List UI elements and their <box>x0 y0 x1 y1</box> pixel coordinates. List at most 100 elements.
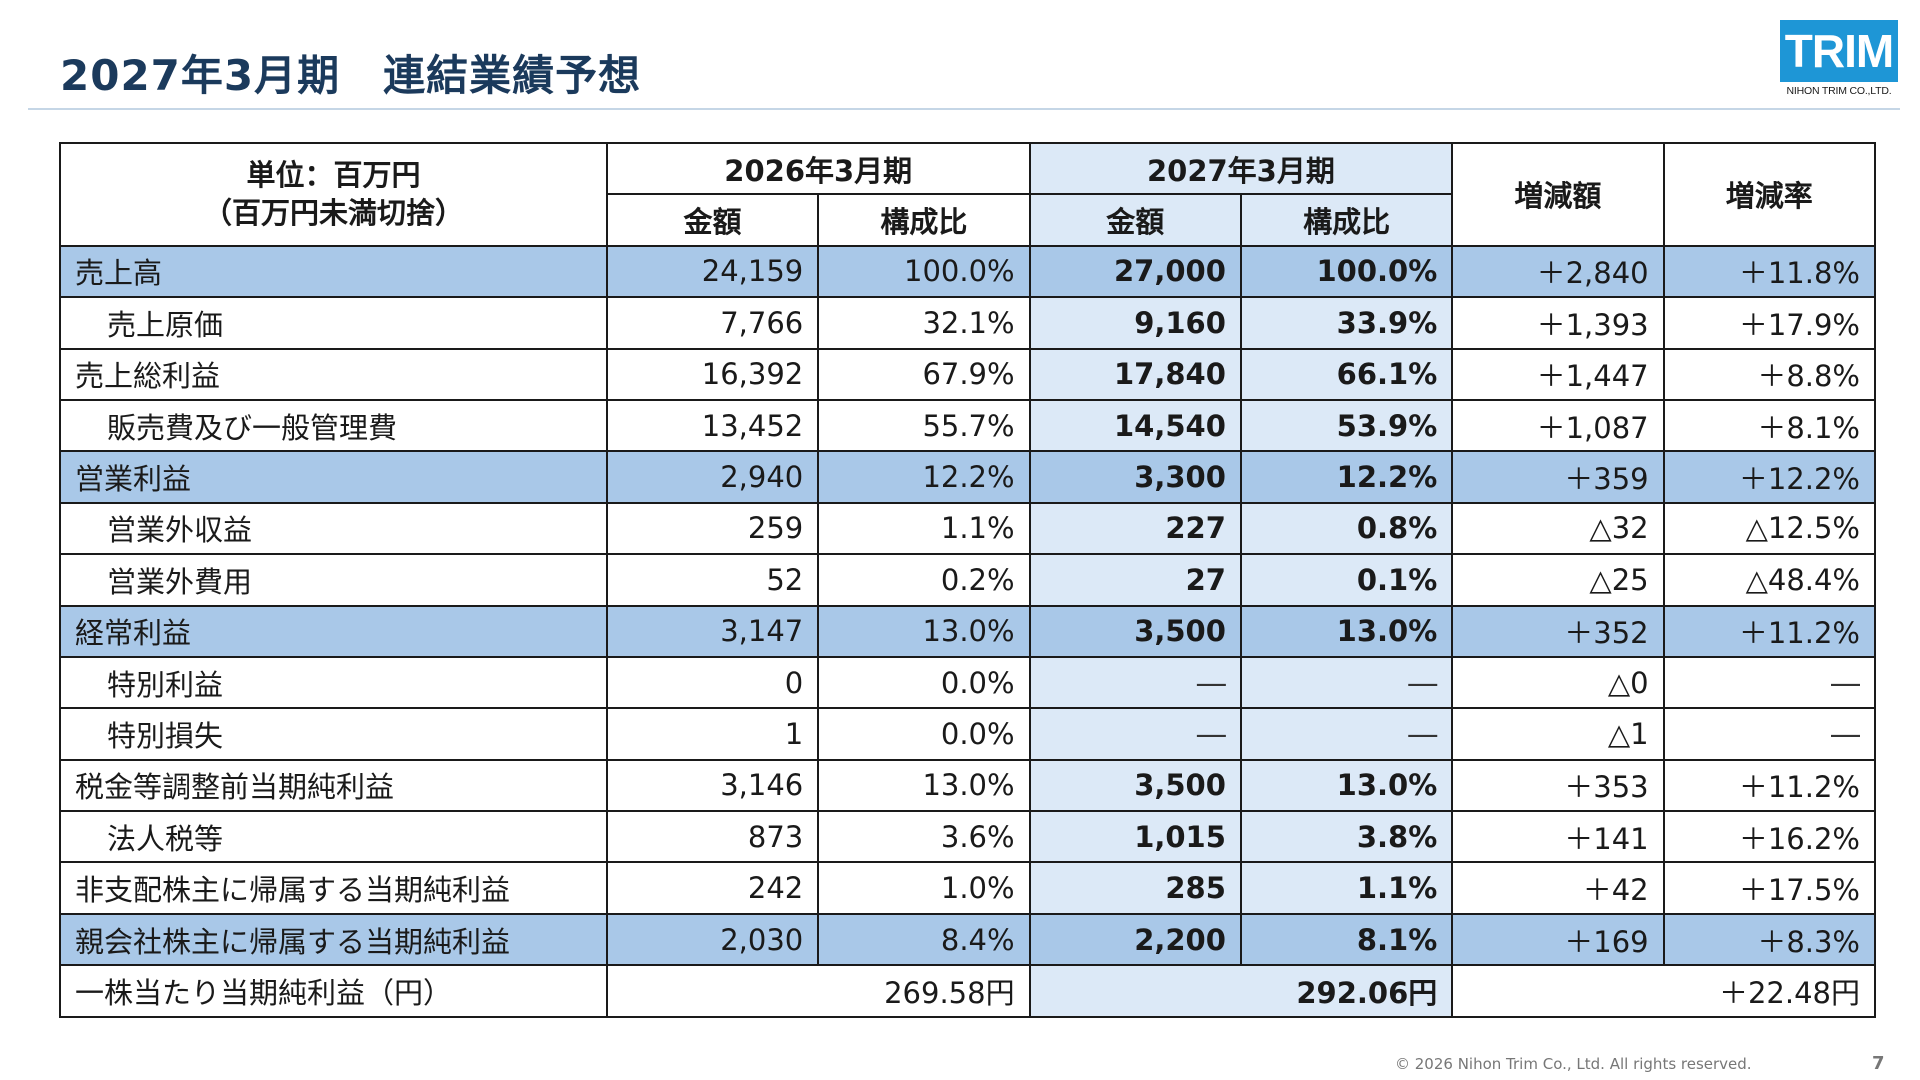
table-row: 親会社株主に帰属する当期純利益 2,030 8.4% 2,200 8.1% ＋1… <box>59 912 1877 967</box>
ratio-2026: 1.1% <box>817 501 1031 556</box>
amount-2027: 3,500 <box>1028 758 1242 813</box>
change-amount: ＋1,447 <box>1451 347 1665 401</box>
table-row: 経常利益 3,147 13.0% 3,500 13.0% ＋352 ＋11.2% <box>59 604 1877 658</box>
table-row: 売上高 24,159 100.0% 27,000 100.0% ＋2,840 ＋… <box>59 244 1877 299</box>
ratio-2026: 32.1% <box>817 296 1031 350</box>
amount-2026: 259 <box>605 501 820 556</box>
change-amount-header: 増減額 <box>1451 142 1665 247</box>
amount-2027: 14,540 <box>1028 398 1242 453</box>
logo-subtitle: NIHON TRIM CO.,LTD. <box>1786 85 1892 97</box>
change-amount: ＋42 <box>1451 861 1665 915</box>
table-row: 特別損失 1 0.0% ― ― △1 ― <box>59 707 1877 761</box>
ratio-2026: 12.2% <box>817 450 1031 504</box>
amount-2027: 1,015 <box>1028 810 1242 864</box>
change-rate: ― <box>1662 707 1877 761</box>
row-label: 特別利益 <box>59 655 608 710</box>
change-rate: ＋11.2% <box>1662 758 1877 813</box>
change-amount: ＋2,840 <box>1451 244 1665 299</box>
ratio-2027: ― <box>1239 655 1454 710</box>
table-row: 売上総利益 16,392 67.9% 17,840 66.1% ＋1,447 ＋… <box>59 347 1877 401</box>
company-logo: TRIM NIHON TRIM CO.,LTD. <box>1780 20 1898 100</box>
eps-2027: 292.06円 <box>1028 964 1454 1018</box>
change-amount: ＋169 <box>1451 912 1665 967</box>
ratio-2027: 66.1% <box>1239 347 1454 401</box>
change-amount: ＋353 <box>1451 758 1665 813</box>
ratio-2026: 0.2% <box>817 553 1031 607</box>
ratio-2026: 8.4% <box>817 912 1031 967</box>
amount-2026: 3,146 <box>605 758 820 813</box>
table-row: 非支配株主に帰属する当期純利益 242 1.0% 285 1.1% ＋42 ＋1… <box>59 861 1877 915</box>
amount-2027: ― <box>1028 655 1242 710</box>
amount-2027: 17,840 <box>1028 347 1242 401</box>
copyright-text: © 2026 Nihon Trim Co., Ltd. All rights r… <box>1395 1055 1752 1073</box>
ratio-2027: 53.9% <box>1239 398 1454 453</box>
change-amount: △0 <box>1451 655 1665 710</box>
table-row: 販売費及び一般管理費 13,452 55.7% 14,540 53.9% ＋1,… <box>59 398 1877 453</box>
amount-2027: 27,000 <box>1028 244 1242 299</box>
row-label: 営業利益 <box>59 450 608 504</box>
ratio-2026: 100.0% <box>817 244 1031 299</box>
change-rate: ＋8.1% <box>1662 398 1877 453</box>
amount-2026: 7,766 <box>605 296 820 350</box>
ratio-2026: 3.6% <box>817 810 1031 864</box>
row-label: 税金等調整前当期純利益 <box>59 758 608 813</box>
table-row: 営業外費用 52 0.2% 27 0.1% △25 △48.4% <box>59 553 1877 607</box>
page-number: 7 <box>1872 1053 1885 1074</box>
unit-line2: （百万円未満切捨） <box>202 196 464 231</box>
table-row: 売上原価 7,766 32.1% 9,160 33.9% ＋1,393 ＋17.… <box>59 296 1877 350</box>
unit-line1: 単位：百万円 <box>246 158 421 193</box>
amount-2026: 873 <box>605 810 820 864</box>
change-amount: ＋1,087 <box>1451 398 1665 453</box>
ratio-2027: 0.1% <box>1239 553 1454 607</box>
amount-2026: 242 <box>605 861 820 915</box>
row-label: 親会社株主に帰属する当期純利益 <box>59 912 608 967</box>
amount-2026: 2,940 <box>605 450 820 504</box>
amount-2026: 16,392 <box>605 347 820 401</box>
amount-2027: 285 <box>1028 861 1242 915</box>
ratio-2027: 13.0% <box>1239 758 1454 813</box>
ratio-2027: 0.8% <box>1239 501 1454 556</box>
amount-2027-header: 金額 <box>1028 193 1242 247</box>
page-title: 2027年3月期 連結業績予想 <box>60 51 642 100</box>
amount-2027: ― <box>1028 707 1242 761</box>
ratio-2026-header: 構成比 <box>817 193 1031 247</box>
change-rate: ＋11.8% <box>1662 244 1877 299</box>
logo-text: TRIM <box>1784 25 1894 77</box>
table-row: 法人税等 873 3.6% 1,015 3.8% ＋141 ＋16.2% <box>59 810 1877 864</box>
amount-2026-header: 金額 <box>605 193 820 247</box>
ratio-2026: 13.0% <box>817 604 1031 658</box>
change-rate: ― <box>1662 655 1877 710</box>
row-label: 営業外収益 <box>59 501 608 556</box>
amount-2027: 3,500 <box>1028 604 1242 658</box>
ratio-2027: ― <box>1239 707 1454 761</box>
amount-2027: 27 <box>1028 553 1242 607</box>
change-amount: ＋141 <box>1451 810 1665 864</box>
logo-box: TRIM <box>1780 20 1898 82</box>
amount-2026: 0 <box>605 655 820 710</box>
change-rate: ＋17.9% <box>1662 296 1877 350</box>
ratio-2027: 100.0% <box>1239 244 1454 299</box>
change-rate: ＋12.2% <box>1662 450 1877 504</box>
change-amount: △25 <box>1451 553 1665 607</box>
change-rate-header: 増減率 <box>1662 142 1877 247</box>
ratio-2027: 3.8% <box>1239 810 1454 864</box>
amount-2027: 3,300 <box>1028 450 1242 504</box>
change-rate: ＋8.3% <box>1662 912 1877 967</box>
amount-2027: 227 <box>1028 501 1242 556</box>
change-rate: ＋11.2% <box>1662 604 1877 658</box>
row-label: 売上高 <box>59 244 608 299</box>
forecast-table: 単位：百万円 （百万円未満切捨） 2026年3月期 2027年3月期 増減額 増… <box>59 141 1877 1018</box>
ratio-2027-header: 構成比 <box>1239 193 1454 247</box>
eps-change: ＋22.48円 <box>1451 964 1876 1018</box>
ratio-2027: 8.1% <box>1239 912 1454 967</box>
period-2027-header: 2027年3月期 <box>1028 141 1454 196</box>
ratio-2027: 33.9% <box>1239 296 1454 350</box>
unit-header: 単位：百万円 （百万円未満切捨） <box>59 142 608 247</box>
ratio-2026: 0.0% <box>817 707 1031 761</box>
row-label: 売上総利益 <box>59 347 608 401</box>
row-label: 経常利益 <box>59 604 608 658</box>
ratio-2026: 67.9% <box>817 347 1031 401</box>
change-amount: ＋359 <box>1451 450 1665 504</box>
change-amount: △1 <box>1451 707 1665 761</box>
table-row: 営業利益 2,940 12.2% 3,300 12.2% ＋359 ＋12.2% <box>59 450 1877 504</box>
